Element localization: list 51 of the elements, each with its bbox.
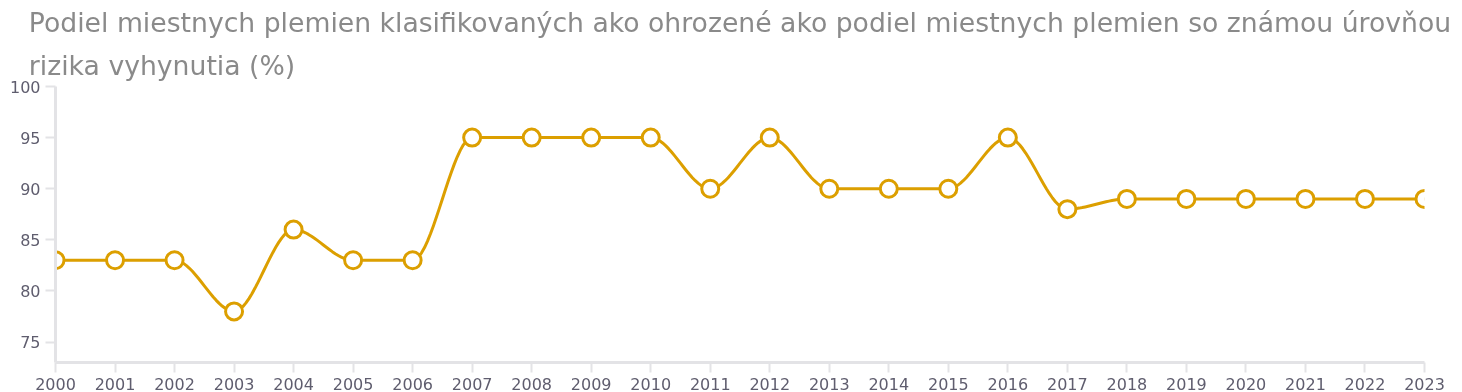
x-tick-label: 2023 bbox=[1404, 374, 1445, 392]
point bbox=[997, 127, 1018, 148]
point bbox=[164, 250, 185, 271]
x-tick-label: 2021 bbox=[1285, 374, 1326, 392]
x-tick-label: 2011 bbox=[689, 374, 731, 392]
point bbox=[521, 127, 542, 148]
x-tick-label: 2018 bbox=[1106, 374, 1148, 392]
x-tick-label: 2017 bbox=[1047, 374, 1088, 392]
x-tick-label: 2015 bbox=[927, 374, 969, 392]
point bbox=[1116, 188, 1137, 209]
x-tick-label: 2003 bbox=[213, 374, 255, 392]
y-tick-label: 95 bbox=[20, 128, 41, 148]
x-tick-label: 2020 bbox=[1225, 374, 1267, 392]
x-tick-label: 2002 bbox=[154, 374, 195, 392]
x-tick-label: 2009 bbox=[570, 374, 612, 392]
x-tick-label: 2000 bbox=[35, 374, 76, 392]
x-tick-label: 2008 bbox=[511, 374, 553, 392]
x-tick-label: 2014 bbox=[868, 374, 910, 392]
point bbox=[1295, 188, 1316, 209]
point bbox=[1176, 188, 1197, 209]
x-tick-label: 2007 bbox=[451, 374, 493, 392]
point bbox=[1235, 188, 1256, 209]
x-tick-label: 2022 bbox=[1344, 374, 1386, 392]
point bbox=[1354, 188, 1375, 209]
point bbox=[462, 127, 483, 148]
point bbox=[402, 250, 423, 271]
x-tick-label: 2012 bbox=[749, 374, 791, 392]
point bbox=[105, 250, 126, 271]
point bbox=[640, 127, 661, 148]
point bbox=[224, 301, 245, 322]
y-tick-label: 75 bbox=[20, 333, 41, 353]
y-tick-label: 85 bbox=[20, 230, 41, 250]
point bbox=[759, 127, 780, 148]
point bbox=[938, 178, 959, 199]
y-tick-label: 90 bbox=[20, 179, 41, 199]
x-tick-label: 2001 bbox=[94, 374, 136, 392]
x-tick-label: 2004 bbox=[273, 374, 314, 392]
x-tick-label: 2010 bbox=[630, 374, 672, 392]
x-tick-label: 2019 bbox=[1166, 374, 1207, 392]
point bbox=[1057, 199, 1078, 220]
x-tick-label: 2016 bbox=[987, 374, 1029, 392]
point bbox=[283, 219, 304, 240]
point bbox=[700, 178, 721, 199]
y-tick-label: 80 bbox=[20, 281, 41, 301]
x-tick-label: 2013 bbox=[808, 374, 850, 392]
x-tick-label: 2006 bbox=[392, 374, 433, 392]
x-tick-label: 2005 bbox=[332, 374, 374, 392]
point bbox=[581, 127, 602, 148]
point bbox=[343, 250, 364, 271]
point bbox=[819, 178, 840, 199]
point bbox=[878, 178, 899, 199]
